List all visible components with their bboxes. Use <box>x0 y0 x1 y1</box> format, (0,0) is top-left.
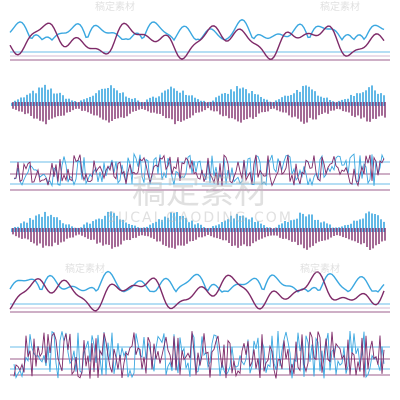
smooth-wave <box>9 270 385 293</box>
smooth-wave <box>9 22 385 61</box>
smooth-wave <box>9 271 385 312</box>
watermark-small: 稿定素材 <box>65 262 105 275</box>
watermark-small: 稿定素材 <box>300 262 340 275</box>
watermark-small: 稿定素材 <box>95 0 135 13</box>
noise-wave <box>13 330 385 379</box>
watermark-text: 稿定素材 <box>132 172 268 212</box>
noise-wave <box>13 152 385 188</box>
noise-wave <box>13 331 385 379</box>
noise-wave <box>13 154 385 187</box>
watermark-small: 稿定素材 <box>320 0 360 13</box>
smooth-wave <box>9 18 385 42</box>
watermark-url: SUCAI.GAODING.COM <box>107 210 293 226</box>
wave-rows <box>9 18 390 379</box>
